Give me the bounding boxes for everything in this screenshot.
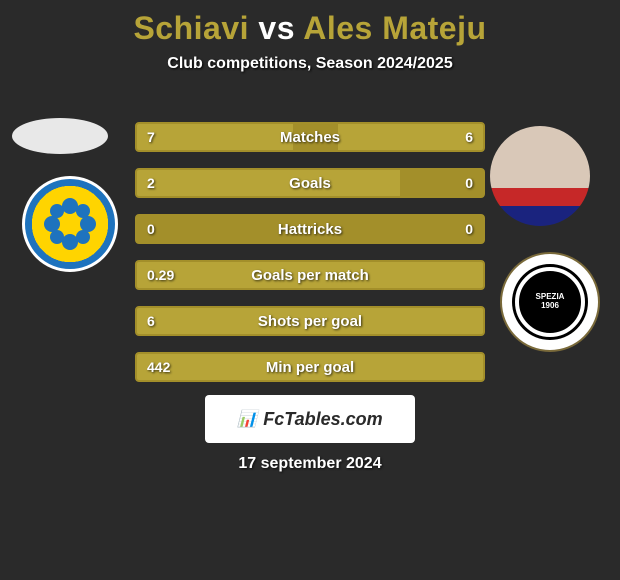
stat-label: Min per goal [137,354,483,380]
stat-value-left: 0 [147,216,155,242]
badge-right-text: SPEZIA1906 [536,293,565,311]
stat-value-left: 0.29 [147,262,174,288]
stat-value-left: 442 [147,354,170,380]
stat-value-left: 6 [147,308,155,334]
club-badge-right: SPEZIA1906 [500,252,600,352]
player-right-avatar [490,126,590,226]
stat-label: Shots per goal [137,308,483,334]
comparison-chart: Matches76Goals20Hattricks00Goals per mat… [135,122,485,398]
club-badge-left [22,176,118,272]
spezia-badge-inner: SPEZIA1906 [515,267,585,337]
stat-value-right: 6 [465,124,473,150]
stat-label: Matches [137,124,483,150]
stat-value-left: 2 [147,170,155,196]
stat-row: Goals per match0.29 [135,260,485,290]
fctables-logo: 📊 FcTables.com [205,395,415,443]
stat-row: Goals2 0 [135,168,485,198]
date-text: 17 september 2024 [0,455,620,473]
stat-row: Min per goal442 [135,352,485,382]
title-player-right: Ales Mateju [303,10,486,46]
stat-value-right: 0 [465,170,473,196]
chart-icon: 📊 [237,409,257,429]
stat-row: Matches7 6 [135,122,485,152]
stat-label: Hattricks [137,216,483,242]
fctables-text: FcTables.com [263,409,382,430]
stat-value-right: 0 [465,216,473,242]
flower-icon [40,194,100,254]
stat-label: Goals per match [137,262,483,288]
stat-label: Goals [137,170,483,196]
stat-row: Hattricks0 0 [135,214,485,244]
stat-row: Shots per goal6 [135,306,485,336]
page-title: Schiavi vs Ales Mateju [0,0,620,47]
title-vs: vs [249,10,303,46]
title-player-left: Schiavi [133,10,249,46]
player-left-avatar [12,118,108,154]
stat-value-left: 7 [147,124,155,150]
subtitle: Club competitions, Season 2024/2025 [0,55,620,73]
